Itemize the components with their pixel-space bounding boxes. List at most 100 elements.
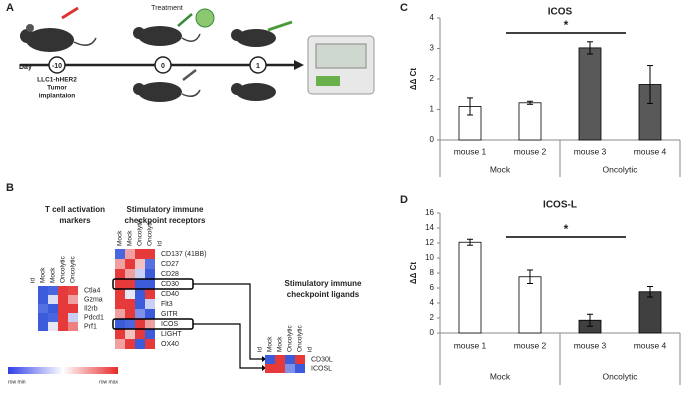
day-value: -10 bbox=[52, 63, 62, 70]
heatmap-cell bbox=[145, 309, 155, 319]
column-header: Oncolytic bbox=[287, 325, 294, 352]
y-tick-label: 2 bbox=[430, 74, 435, 83]
column-header: Mock bbox=[50, 267, 57, 283]
heatmap-cell bbox=[38, 304, 48, 313]
column-header: id bbox=[30, 278, 37, 283]
heatmap-cell bbox=[68, 313, 78, 322]
heatmap-cell bbox=[275, 355, 285, 364]
day-label: Day bbox=[19, 64, 32, 71]
y-tick-label: 3 bbox=[430, 44, 435, 53]
panel-letter: D bbox=[400, 194, 408, 206]
column-header: Oncolytic bbox=[60, 256, 67, 283]
heatmap-cell bbox=[68, 322, 78, 331]
x-tick-label: mouse 1 bbox=[454, 146, 487, 156]
heatmap-cell bbox=[115, 299, 125, 309]
day-value: 0 bbox=[161, 63, 165, 70]
heatmap-cell bbox=[58, 313, 68, 322]
heatmap-title: markers bbox=[59, 216, 91, 225]
heatmap-cell bbox=[285, 364, 295, 373]
y-tick-label: 6 bbox=[430, 283, 435, 292]
heatmap-cell bbox=[125, 279, 135, 289]
heatmap-cell bbox=[135, 329, 145, 339]
y-tick-label: 0 bbox=[430, 328, 435, 337]
bar bbox=[518, 102, 542, 141]
group-label: Oncolytic bbox=[603, 371, 639, 381]
heatmap-cell bbox=[145, 259, 155, 269]
heatmap-cell bbox=[115, 339, 125, 349]
heatmap-cell bbox=[135, 249, 145, 259]
heatmap-cell bbox=[145, 269, 155, 279]
scale-min-label: row min bbox=[8, 379, 26, 385]
arrow-head bbox=[262, 365, 266, 371]
heatmap-title: T cell activation bbox=[45, 205, 105, 214]
qpcr-machine bbox=[307, 35, 375, 95]
heatmap-cell bbox=[135, 269, 145, 279]
heatmap-cell bbox=[38, 295, 48, 304]
mouse-icon bbox=[20, 24, 97, 52]
heatmap-cell bbox=[125, 319, 135, 329]
column-header: Mock bbox=[127, 230, 134, 246]
heatmap-cell bbox=[135, 309, 145, 319]
heatmap-cell bbox=[295, 355, 305, 364]
row-label: OX40 bbox=[161, 341, 179, 348]
heatmap-cell bbox=[115, 289, 125, 299]
group-label: Mock bbox=[490, 371, 511, 381]
heatmap-cell bbox=[58, 295, 68, 304]
heatmap-cell bbox=[135, 339, 145, 349]
timeline-arrow bbox=[294, 60, 304, 70]
heatmap-cell bbox=[48, 286, 58, 295]
row-label: GITR bbox=[161, 311, 178, 318]
color-scale bbox=[8, 367, 118, 374]
y-tick-label: 14 bbox=[425, 223, 434, 232]
highlight-box bbox=[112, 278, 194, 290]
highlight-box bbox=[112, 318, 194, 330]
column-header: Oncolytic bbox=[70, 256, 77, 283]
y-tick-label: 10 bbox=[425, 253, 434, 262]
heatmap-cell bbox=[285, 355, 295, 364]
scalpel bbox=[267, 20, 293, 32]
day-marker bbox=[154, 56, 172, 74]
day-value: 1 bbox=[256, 63, 260, 70]
column-header: Mock bbox=[267, 336, 274, 352]
heatmap-cell bbox=[68, 286, 78, 295]
significance-label: * bbox=[564, 18, 569, 32]
column-header: Oncolytic bbox=[297, 325, 304, 352]
row-label: Pdcd1 bbox=[84, 314, 104, 321]
y-tick-label: 0 bbox=[430, 135, 435, 144]
column-header: id bbox=[307, 347, 314, 352]
connector-arrow bbox=[193, 323, 262, 369]
group-label: Mock bbox=[490, 164, 511, 174]
x-tick-label: mouse 3 bbox=[574, 340, 607, 350]
scale-max-label: row max bbox=[99, 379, 118, 385]
panel-letter: B bbox=[6, 182, 14, 194]
heatmap-cell bbox=[115, 319, 125, 329]
panel-letter: C bbox=[400, 2, 408, 14]
row-label: Prf1 bbox=[84, 323, 97, 330]
column-header: Mock bbox=[277, 336, 284, 352]
heatmap-cell bbox=[145, 299, 155, 309]
heatmap-title: Stimulatory immune bbox=[127, 205, 204, 214]
heatmap-cell bbox=[38, 313, 48, 322]
row-label: Gzma bbox=[84, 296, 103, 303]
row-label: CD27 bbox=[161, 261, 179, 268]
row-label: LIGHT bbox=[161, 331, 182, 338]
chart-title: ICOS bbox=[548, 7, 573, 18]
row-label: Ctla4 bbox=[84, 287, 100, 294]
heatmap-cell bbox=[115, 259, 125, 269]
column-header: Mock bbox=[40, 267, 47, 283]
heatmap-cell bbox=[145, 289, 155, 299]
heatmap-cell bbox=[115, 249, 125, 259]
virus-icon bbox=[195, 8, 215, 28]
heatmap-cell bbox=[145, 319, 155, 329]
heatmap-cell bbox=[58, 286, 68, 295]
mouse-icon bbox=[133, 26, 276, 102]
syringe bbox=[177, 13, 193, 27]
row-label: CD28 bbox=[161, 271, 179, 278]
heatmap-cell bbox=[48, 322, 58, 331]
implant-label: implantaion bbox=[39, 93, 76, 100]
heatmap-cell bbox=[48, 304, 58, 313]
heatmap-cell bbox=[38, 322, 48, 331]
y-axis-label: ΔΔ Ct bbox=[409, 68, 418, 91]
day-marker bbox=[249, 56, 267, 74]
